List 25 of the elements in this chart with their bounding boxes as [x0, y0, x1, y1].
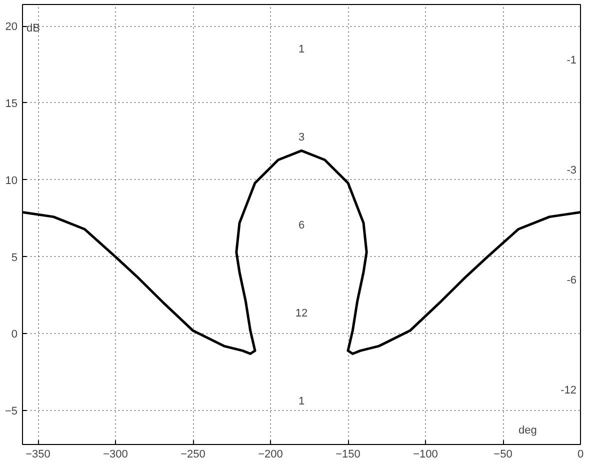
y-tick-label: −5	[4, 406, 18, 418]
y-tick-label: 0	[11, 328, 18, 341]
x-tick-label: −50	[494, 448, 512, 460]
x-tick-label: −300	[103, 448, 128, 460]
annotation: 1	[298, 396, 305, 408]
annotation: -3	[566, 164, 576, 176]
y-tick-label: 5	[11, 252, 18, 264]
annotation: -1	[566, 54, 576, 66]
annotation: 3	[298, 132, 305, 144]
x-axis-title: deg	[518, 424, 537, 436]
y-axis-title: dB	[26, 22, 40, 34]
x-tick-label: −100	[413, 448, 438, 460]
x-tick-label: −250	[180, 448, 206, 460]
annotation: 12	[295, 308, 308, 320]
annotation: 6	[298, 220, 305, 232]
annotation: 1	[298, 44, 305, 56]
annotation: -12	[560, 384, 577, 396]
y-tick-label: 15	[5, 98, 18, 110]
x-tick-label: −150	[336, 448, 360, 460]
y-tick-label: 20	[5, 21, 18, 34]
x-tick-label: 0	[577, 448, 584, 460]
annotation: -6	[566, 274, 576, 286]
y-tick-label: 10	[5, 174, 18, 187]
x-tick-label: −350	[26, 448, 50, 460]
x-tick-label: −200	[258, 448, 283, 460]
